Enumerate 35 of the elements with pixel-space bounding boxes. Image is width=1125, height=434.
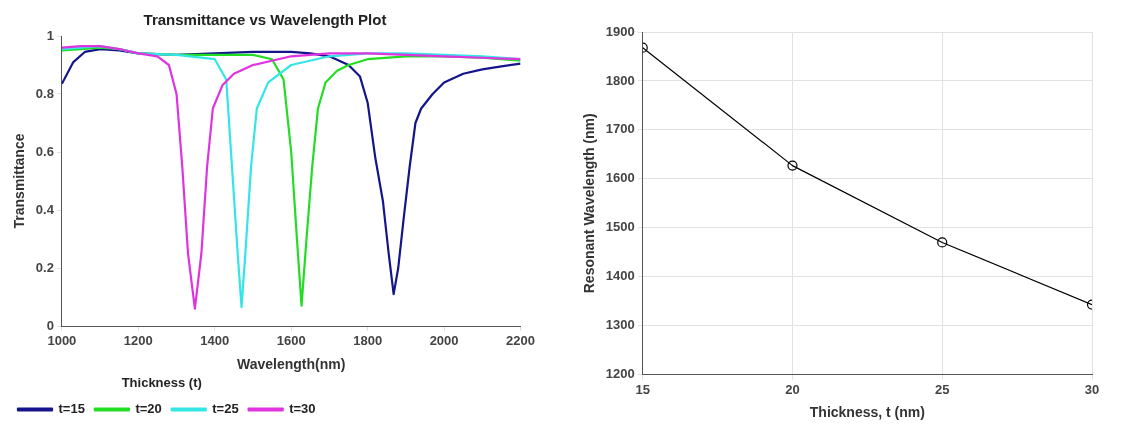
legend-label: t=15 bbox=[58, 401, 85, 417]
y-tick-label: 0 bbox=[46, 317, 54, 333]
y-axis-title: Resonant Wavelength (nm) bbox=[581, 113, 598, 294]
legend-label: t=25 bbox=[212, 401, 239, 417]
x-tick-label: 1400 bbox=[200, 333, 230, 349]
legend-label: t=20 bbox=[135, 401, 162, 417]
y-tick-label: 1500 bbox=[605, 219, 635, 235]
y-tick-label: 1200 bbox=[605, 366, 635, 382]
y-tick-label: 1 bbox=[46, 27, 54, 43]
legend-label: t=30 bbox=[289, 401, 316, 417]
x-tick-label: 30 bbox=[1084, 381, 1100, 397]
y-tick-label: 1900 bbox=[605, 23, 635, 39]
x-tick-label: 25 bbox=[935, 381, 950, 397]
y-tick-label: 0.6 bbox=[35, 143, 54, 159]
y-tick-label: 1400 bbox=[605, 268, 635, 284]
x-tick-label: 2000 bbox=[429, 333, 459, 349]
x-axis-title: Thickness, t (nm) bbox=[809, 404, 925, 421]
x-tick-label: 1800 bbox=[353, 333, 383, 349]
x-tick-label: 15 bbox=[635, 381, 650, 397]
y-tick-label: 0.2 bbox=[35, 259, 54, 275]
y-tick-label: 1600 bbox=[605, 170, 635, 186]
x-tick-label: 2200 bbox=[506, 333, 535, 349]
y-tick-label: 1800 bbox=[605, 72, 635, 88]
y-tick-label: 0.4 bbox=[35, 201, 55, 217]
x-tick-label: 1000 bbox=[47, 333, 77, 349]
y-axis-title: Transmittance bbox=[11, 133, 28, 229]
x-tick-label: 20 bbox=[785, 381, 800, 397]
y-tick-label: 0.8 bbox=[35, 85, 54, 101]
y-tick-label: 1300 bbox=[605, 317, 635, 333]
x-tick-label: 1600 bbox=[276, 333, 306, 349]
legend-title: Thickness (t) bbox=[121, 375, 202, 391]
chart-title: Transmittance vs Wavelength Plot bbox=[143, 11, 387, 29]
y-tick-label: 1700 bbox=[605, 121, 635, 137]
x-tick-label: 1200 bbox=[123, 333, 153, 349]
x-axis-title: Wavelength(nm) bbox=[237, 355, 346, 372]
